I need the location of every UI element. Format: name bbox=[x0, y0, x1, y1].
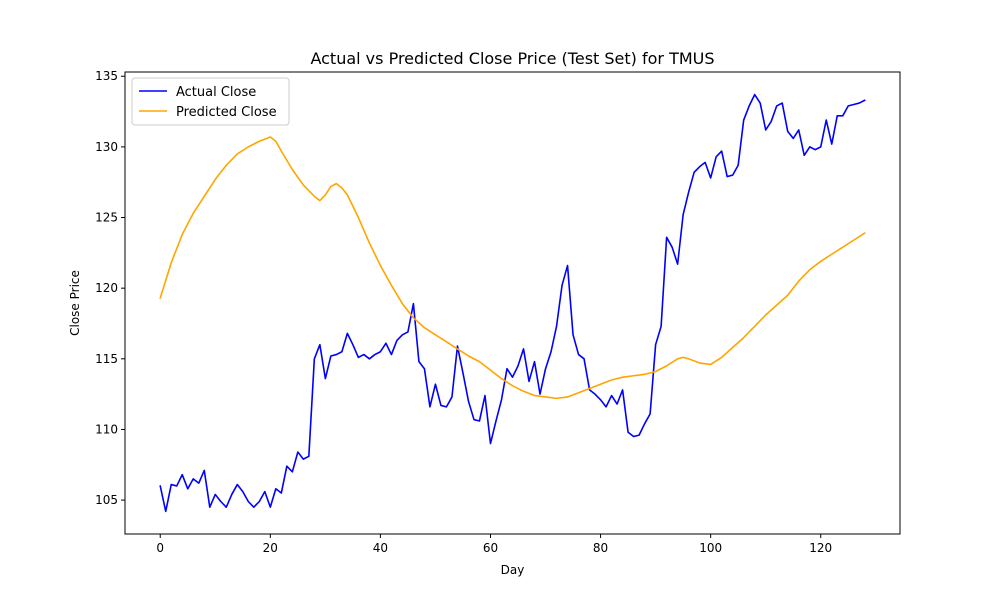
x-tick-label: 40 bbox=[373, 541, 388, 555]
x-tick-label: 20 bbox=[263, 541, 278, 555]
x-tick-label: 0 bbox=[156, 541, 164, 555]
y-tick-label: 135 bbox=[95, 69, 118, 83]
y-tick-label: 105 bbox=[95, 493, 118, 507]
series-line-actual-close bbox=[159, 93, 866, 513]
y-tick-label: 110 bbox=[95, 422, 118, 436]
x-tick-label: 60 bbox=[483, 541, 498, 555]
y-tick-label: 115 bbox=[95, 352, 118, 366]
x-axis: 0 20 40 60 80 100 120 bbox=[156, 534, 832, 555]
chart-title: Actual vs Predicted Close Price (Test Se… bbox=[310, 49, 714, 68]
x-tick-label: 120 bbox=[809, 541, 832, 555]
y-tick-label: 130 bbox=[95, 140, 118, 154]
plot-area bbox=[124, 71, 901, 535]
legend: Actual Close Predicted Close bbox=[131, 77, 290, 126]
y-tick-label: 125 bbox=[95, 211, 118, 225]
y-axis-label: Close Price bbox=[68, 270, 82, 336]
x-tick-label: 80 bbox=[593, 541, 608, 555]
x-axis-label: Day bbox=[501, 563, 525, 577]
legend-box bbox=[131, 77, 290, 126]
y-tick-label: 120 bbox=[95, 281, 118, 295]
series-line-predicted-close bbox=[159, 136, 866, 400]
y-axis: 105 110 115 120 125 130 135 bbox=[95, 69, 125, 507]
x-tick-label: 100 bbox=[699, 541, 722, 555]
legend-entry-label: Actual Close bbox=[176, 85, 256, 100]
legend-entry-label: Predicted Close bbox=[176, 105, 277, 120]
series-layer bbox=[159, 93, 866, 513]
